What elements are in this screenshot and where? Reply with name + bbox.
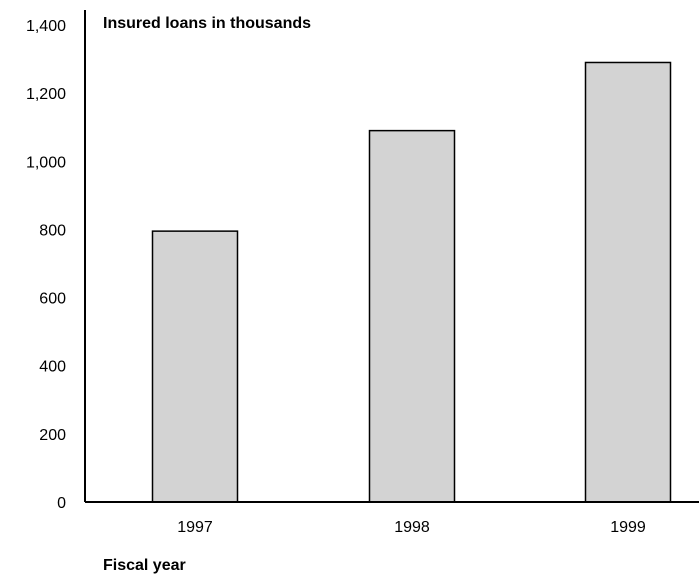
- x-tick-label: 1998: [394, 519, 430, 536]
- bar-1997: [151, 230, 239, 503]
- x-tick-label: 1997: [177, 519, 213, 536]
- y-tick-label: 0: [57, 495, 66, 512]
- x-tick-label: 1999: [610, 519, 646, 536]
- y-tick-label: 1,400: [26, 18, 66, 35]
- bar-1998: [368, 129, 456, 503]
- y-tick-label: 800: [39, 222, 66, 239]
- x-axis-ticks: 1997 1998 1999: [177, 519, 646, 536]
- y-tick-label: 1,200: [26, 86, 66, 103]
- x-axis-title: Fiscal year: [103, 557, 186, 574]
- y-tick-label: 200: [39, 427, 66, 444]
- chart-title: Insured loans in thousands: [103, 15, 311, 32]
- bars: [151, 61, 672, 503]
- y-tick-label: 1,000: [26, 154, 66, 171]
- bar-1999: [584, 61, 672, 503]
- y-tick-label: 600: [39, 291, 66, 308]
- y-tick-label: 400: [39, 359, 66, 376]
- y-axis-ticks: 0 200 400 600 800 1,000 1,200 1,400: [26, 18, 66, 512]
